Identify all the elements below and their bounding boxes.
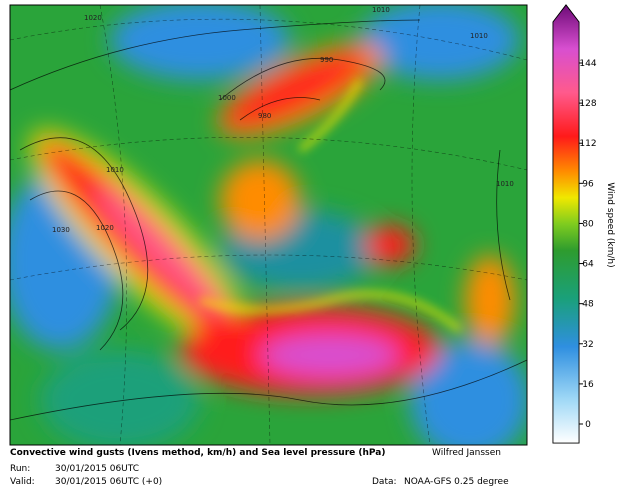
isobar-label: 990 (320, 56, 333, 64)
isobar-label: 1010 (470, 32, 488, 40)
valid-value: 30/01/2015 06UTC (+0) (55, 477, 162, 487)
data-label: Data: (372, 477, 397, 487)
run-value: 30/01/2015 06UTC (55, 464, 139, 474)
colorbar-label: Wind speed (km/h) (605, 182, 615, 267)
colorbar-tick-label: 16 (582, 380, 594, 390)
footer-author: Wilfred Janssen (432, 448, 501, 458)
wind-map: 1020 1010 1010 1000 990 980 1010 1020 10… (10, 5, 527, 445)
run-label: Run: (10, 464, 30, 474)
isobar-label: 1020 (96, 224, 114, 232)
map-frame (9, 4, 528, 446)
colorbar-tick-label: 32 (582, 340, 593, 350)
colorbar-tick-label: 48 (582, 300, 594, 310)
colorbar-tick-label: 112 (579, 139, 596, 149)
isobar-label: 1020 (84, 14, 102, 22)
data-value: NOAA-GFS 0.25 degree (404, 477, 509, 487)
isobar-label: 1010 (496, 180, 514, 188)
colorbar-tick-label: 0 (585, 420, 591, 430)
colorbar-tick-label: 96 (582, 179, 594, 189)
isobar-label: 980 (258, 112, 271, 120)
colorbar: Wind speed (km/h) 0 16 32 48 64 80 96 112 128 144 (552, 4, 615, 444)
valid-label: Valid: (10, 477, 35, 487)
colorbar-tick-label: 80 (582, 219, 594, 229)
isobar-label: 1030 (52, 226, 70, 234)
colorbar-tick-label: 64 (582, 260, 594, 270)
isobar-label: 1010 (372, 6, 390, 14)
isobar-label: 1000 (218, 94, 236, 102)
colorbar-tick-label: 144 (579, 59, 596, 69)
colorbar-tick-label: 128 (579, 99, 596, 109)
isobar-label: 1010 (106, 166, 124, 174)
footer-title: Convective wind gusts (Ivens method, km/… (10, 448, 385, 458)
